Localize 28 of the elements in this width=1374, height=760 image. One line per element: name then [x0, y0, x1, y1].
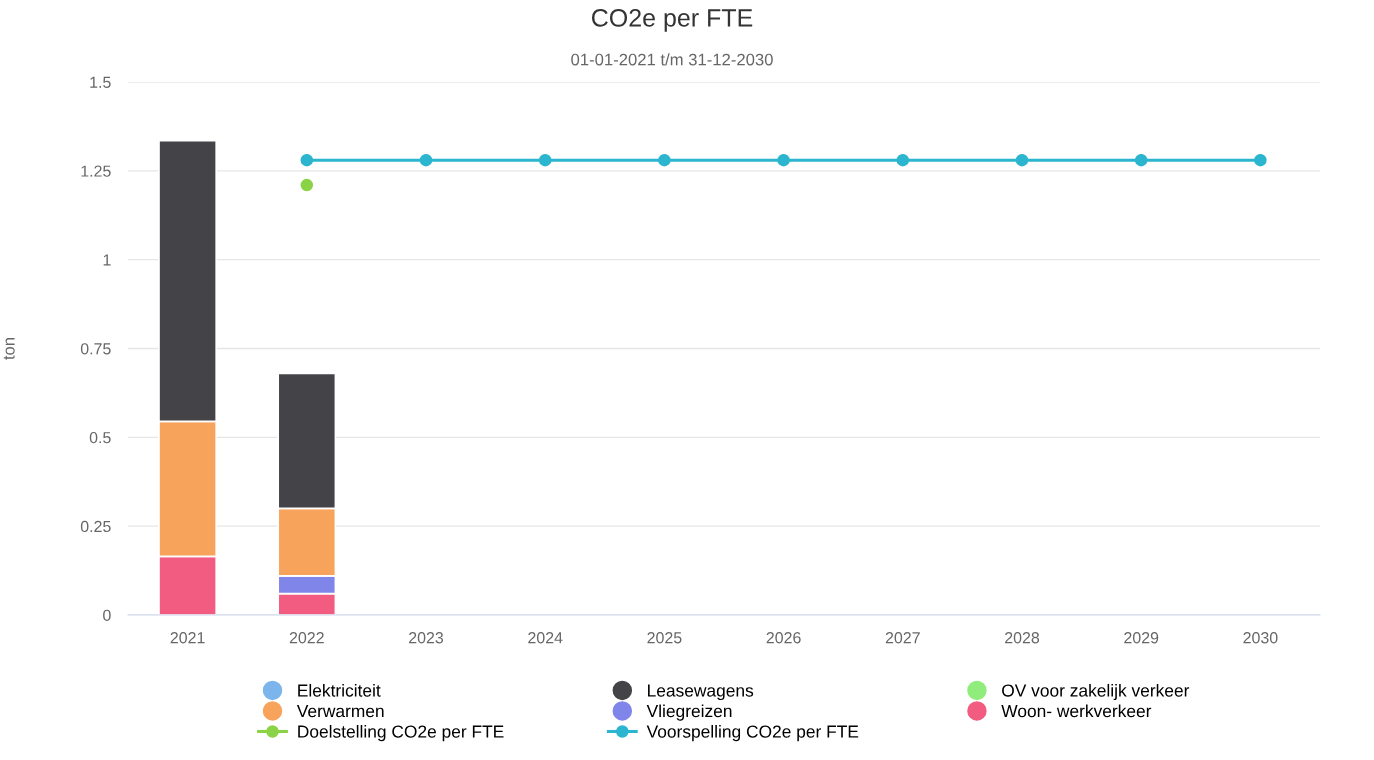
y-tick-label: 0.5: [89, 431, 111, 444]
x-tick-label: 2029: [1124, 632, 1159, 644]
legend-label: Voorspelling CO2e per FTE: [646, 724, 859, 742]
chart-title: CO2e per FTE: [592, 9, 753, 32]
legend-label: Vliegreizen: [646, 704, 732, 721]
x-tick-label: 2021: [170, 632, 205, 644]
legend-label: Elektriciteit: [298, 683, 381, 697]
y-tick-label: 1: [103, 254, 111, 266]
y-tick-label: 0: [103, 609, 111, 621]
y-tick-label: 0.75: [80, 343, 111, 355]
y-axis-title: ton: [3, 338, 15, 360]
x-tick-label: 2023: [409, 632, 444, 644]
x-tick-label: 2027: [885, 632, 920, 644]
x-tick-label: 2030: [1243, 632, 1278, 644]
x-tick-label: 2022: [289, 632, 324, 644]
x-tick-label: 2026: [766, 632, 801, 644]
chart-subtitle: 01-01-2021 t/m 31-12-2030: [571, 53, 773, 66]
y-tick-label: 1.25: [81, 165, 111, 177]
x-tick-label: 2024: [528, 632, 563, 644]
legend-label: Doelstelling CO2e per FTE: [298, 724, 504, 742]
y-tick-label: 1.5: [90, 76, 111, 88]
legend-label: OV voor zakelijk verkeer: [1002, 683, 1190, 701]
legend-label: Woon- werkverkeer: [1001, 704, 1152, 718]
legend-label: Leasewagens: [648, 684, 754, 701]
y-tick-label: 0.25: [80, 520, 111, 533]
x-tick-label: 2025: [647, 632, 682, 644]
x-tick-label: 2028: [1005, 632, 1040, 644]
legend-label: Verwarmen: [296, 705, 384, 718]
